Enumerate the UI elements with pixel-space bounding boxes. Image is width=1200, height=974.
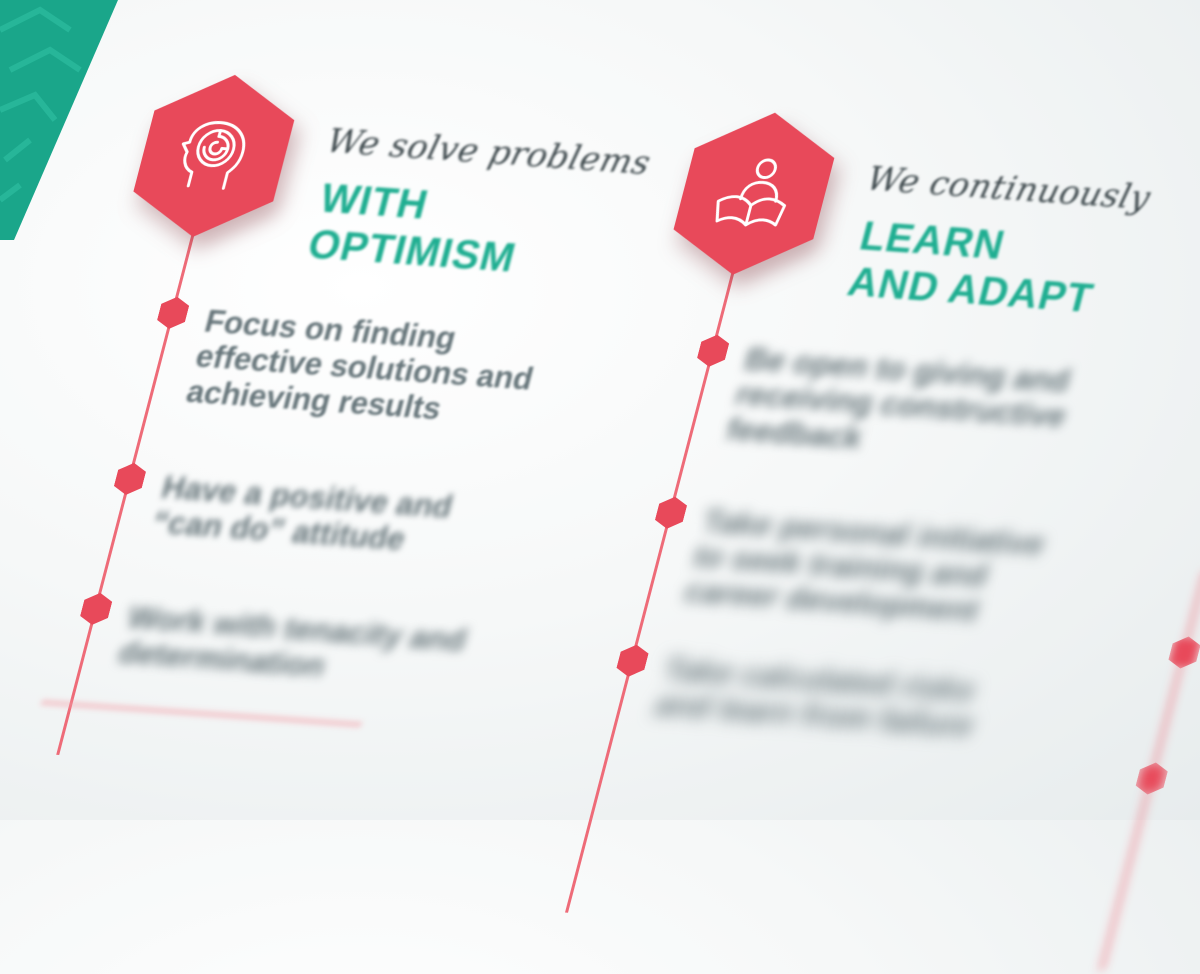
value-title-learn: LEARN AND ADAPT — [843, 213, 1110, 322]
bullet-hex — [78, 592, 114, 626]
hex-badge-optimism — [123, 70, 305, 242]
values-infographic: We solve problems WITH OPTIMISM Focus on… — [0, 70, 1200, 974]
value-item: Have a positive and “can do” attitude — [148, 469, 457, 557]
bullet-hex — [653, 496, 689, 530]
bullet-hex — [614, 644, 650, 678]
teal-corner-decoration — [0, 0, 118, 240]
tagline-script: We solve problems — [322, 120, 656, 182]
value-title-optimism: WITH OPTIMISM — [303, 175, 533, 281]
value-item: Take calculated risks and learn from fai… — [651, 651, 980, 744]
section-divider — [40, 700, 362, 727]
bullet-hex — [112, 462, 148, 496]
person-reading-book-icon — [705, 152, 803, 235]
tagline-script: We continuously — [862, 158, 1156, 217]
bullet-hex — [695, 334, 731, 368]
value-item: Work with tenacity and determination — [115, 599, 471, 684]
head-maze-icon — [165, 114, 263, 197]
bullet-hex — [155, 296, 191, 330]
bullet-hex — [1134, 762, 1170, 796]
bullet-hex — [1166, 636, 1200, 670]
hex-badge-learn — [663, 108, 845, 280]
value-item: Focus on finding effective solutions and… — [182, 303, 538, 427]
value-item: Be open to giving and receiving construc… — [722, 341, 1075, 456]
value-item: Take personal initiative to seek trainin… — [680, 503, 1049, 629]
